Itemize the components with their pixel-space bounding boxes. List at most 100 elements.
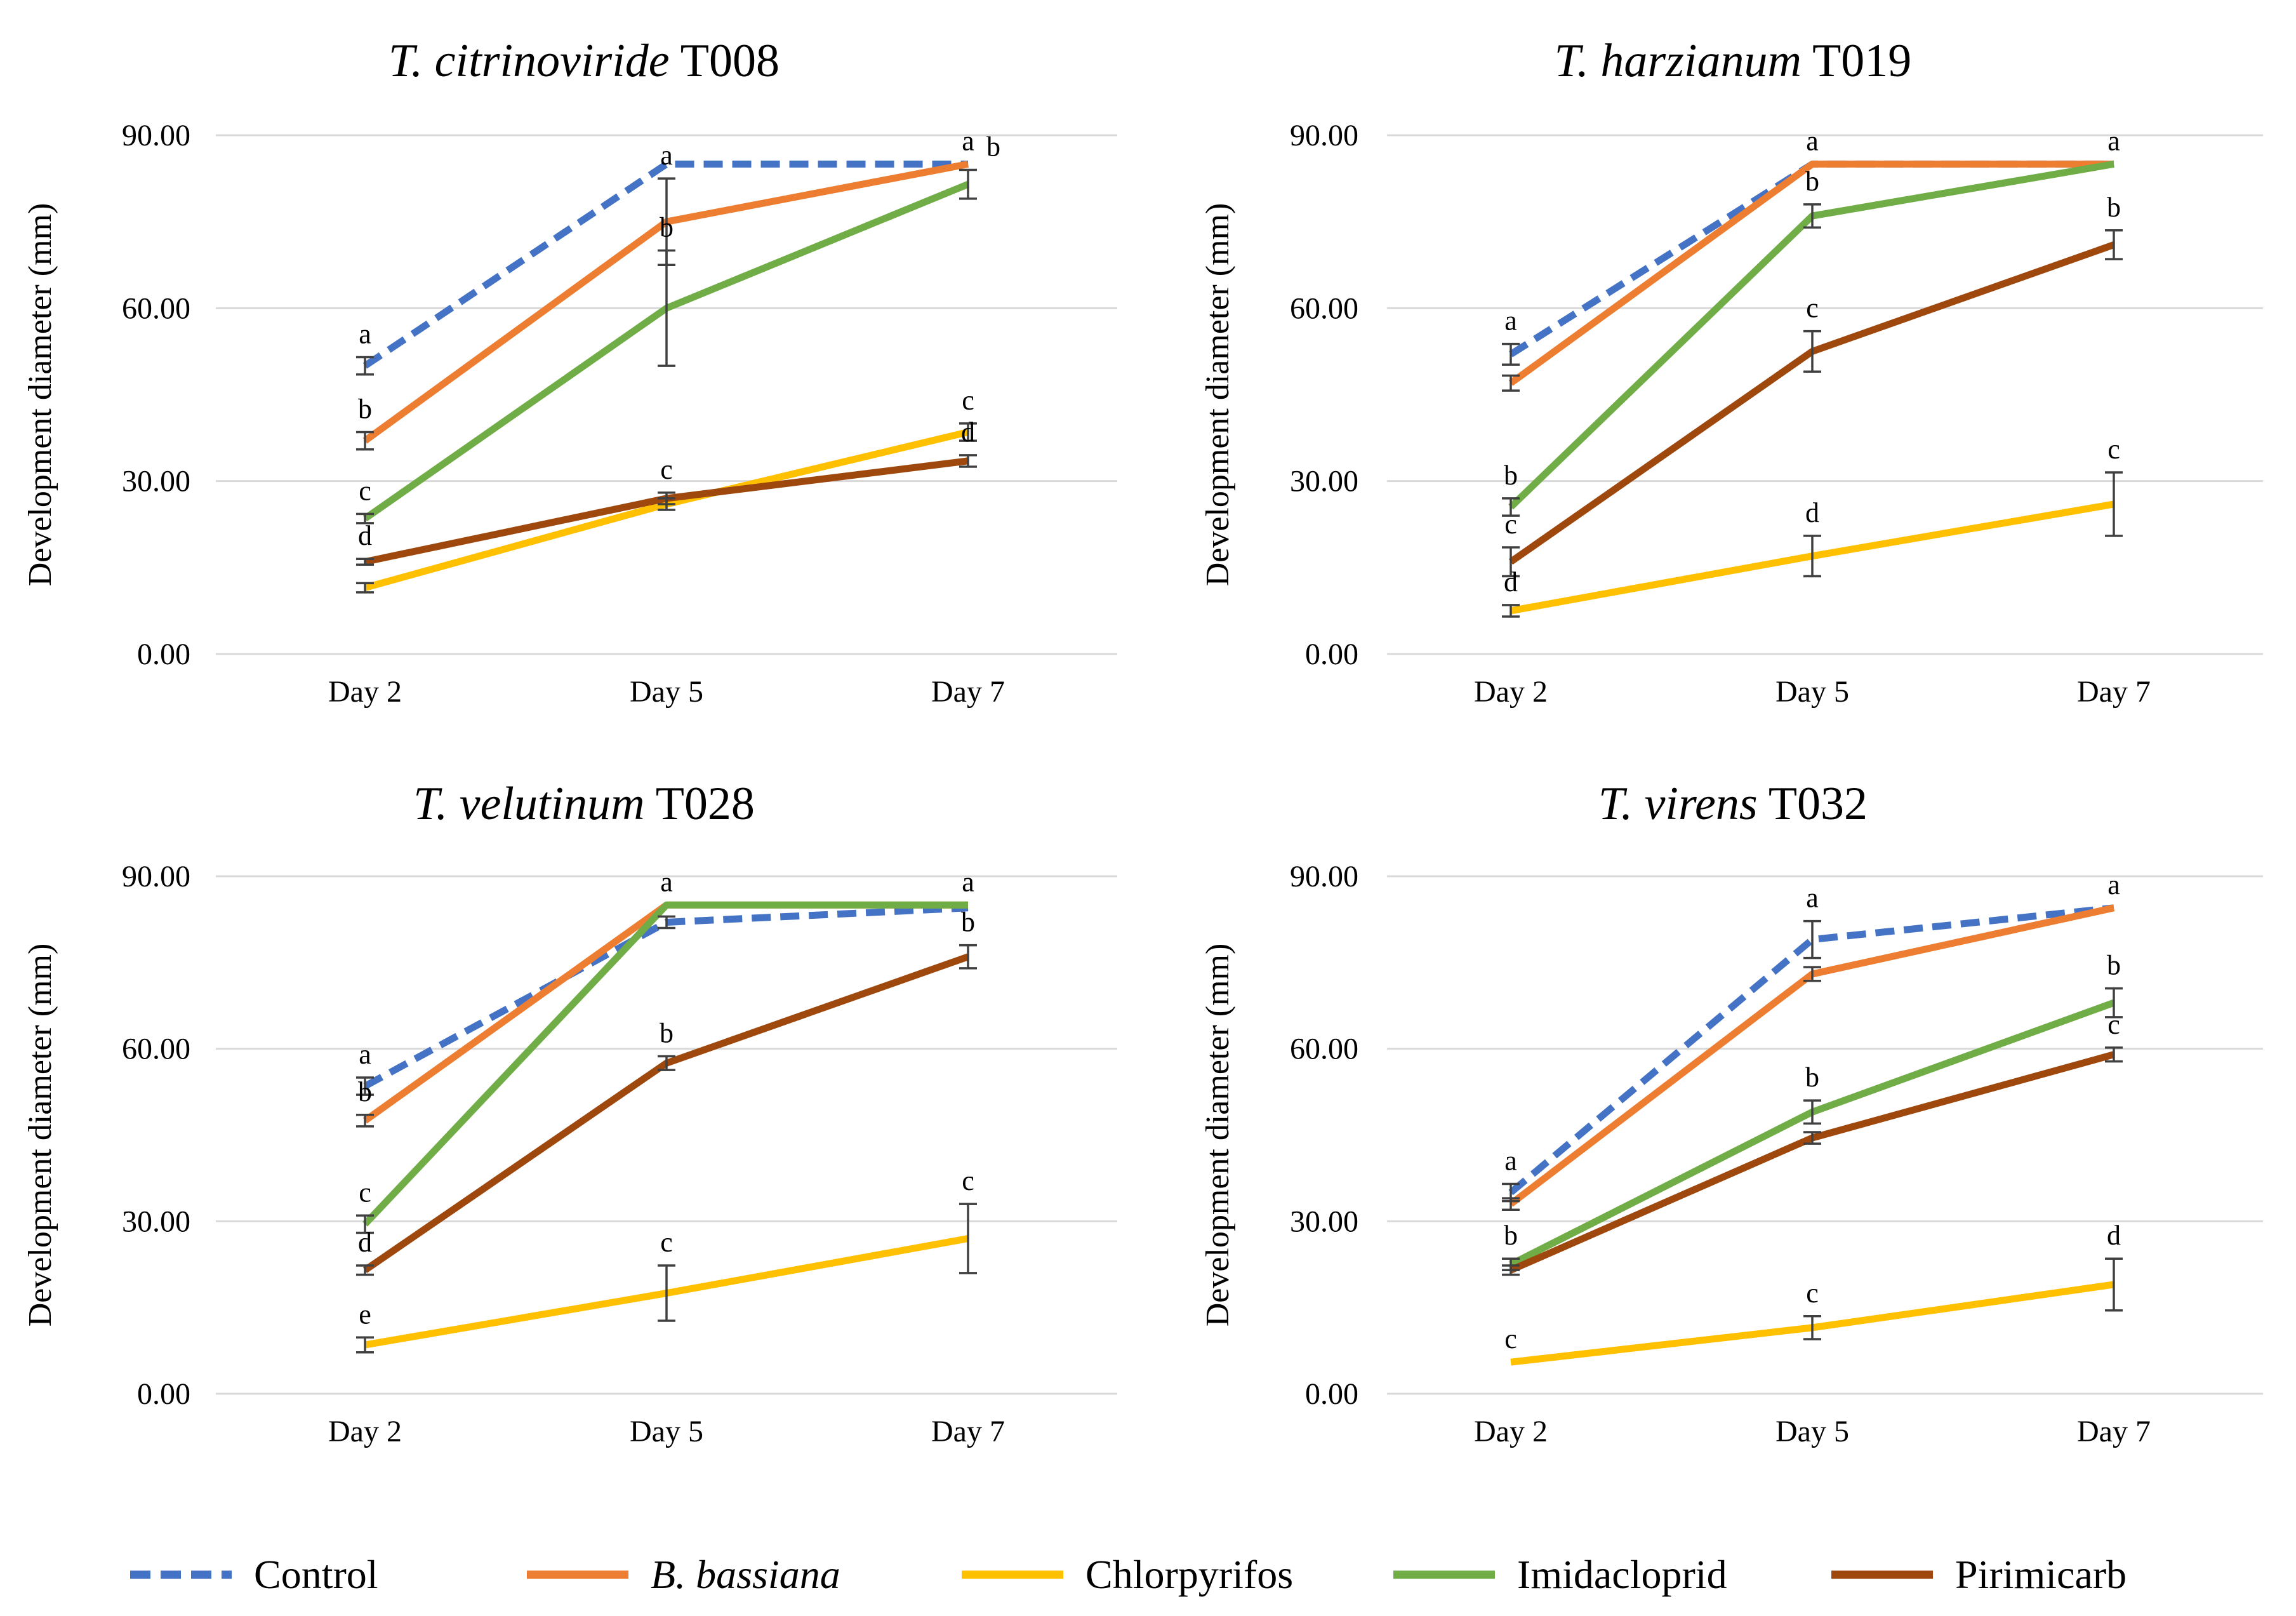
chart-title-strain: T028 (645, 778, 755, 830)
chart-title: T. velutinum T028 (413, 778, 755, 830)
error-bar-pirimicarb (658, 1055, 675, 1071)
x-tick-label: Day 5 (630, 1415, 703, 1448)
chart-title: T. harzianum T019 (1555, 35, 1912, 87)
legend-item-imidacloprid[interactable]: Imidacloprid (1390, 1543, 1727, 1606)
error-bar-imidacloprid (356, 512, 374, 524)
legend-item-chlorpyrifos[interactable]: Chlorpyrifos (959, 1543, 1293, 1606)
legend-label-control: Control (254, 1552, 378, 1597)
error-bar-pirimicarb (1502, 546, 1520, 578)
significance-letter-imidacloprid: b (1504, 1220, 1518, 1251)
chart-title: T. virens T032 (1598, 778, 1868, 830)
error-bar-control (1502, 342, 1520, 366)
error-bar-pirimicarb (356, 558, 374, 566)
y-tick-label: 60.00 (1290, 291, 1358, 325)
significance-letter-control: a (1806, 883, 1819, 914)
significance-letter-pirimicarb: b (2107, 192, 2121, 223)
error-bar-pirimicarb (959, 944, 977, 970)
significance-letter-imidacloprid: b (2107, 950, 2121, 981)
significance-letter-b-bassiana: a (2107, 869, 2120, 900)
legend-swatch-b-bassiana (527, 1570, 628, 1579)
x-tick-label: Day 2 (1474, 1415, 1548, 1448)
series-line-b-bassiana (362, 901, 968, 1124)
x-tick-label: Day 2 (328, 675, 402, 709)
significance-letter-control: a (962, 125, 974, 156)
error-bar-chlorpyrifos (959, 1203, 977, 1274)
series-line-imidacloprid (362, 901, 968, 1227)
significance-letter-b-bassiana: b (358, 1076, 372, 1107)
x-tick-label: Day 7 (931, 675, 1005, 709)
error-bar-pirimicarb (356, 1264, 374, 1276)
significance-letter-pirimicarb: b (660, 1017, 674, 1048)
significance-letter-imidacloprid: c (359, 1177, 371, 1208)
legend: Control B. bassiana Chlorpyrifos Imidacl… (127, 1543, 2222, 1606)
y-tick-label: 0.00 (1305, 1377, 1358, 1411)
chart-title-strain: T008 (670, 35, 780, 87)
error-bar-pirimicarb (1803, 1131, 1821, 1145)
error-bar-b-bassiana (1803, 966, 1821, 982)
chart-title-species: T. virens (1598, 778, 1758, 830)
chart-panel-4: T. virens T032 0.00 30.00 60.00 90.00 Develop… (1200, 778, 2263, 1448)
error-bar-chlorpyrifos (959, 422, 977, 442)
significance-letter-chlorpyrifos: c (1806, 1278, 1819, 1309)
significance-letter-control: a (2107, 125, 2120, 156)
x-tick-label: Day 7 (2077, 1415, 2151, 1448)
legend-swatch-pirimicarb (1831, 1570, 1933, 1579)
significance-letter-b-bassiana: b (358, 394, 372, 425)
legend-label-chlorpyrifos: Chlorpyrifos (1085, 1552, 1294, 1597)
error-bar-pirimicarb (1803, 330, 1821, 373)
y-axis-label: Development diameter (mm) (22, 203, 58, 587)
error-bar-chlorpyrifos (356, 582, 374, 594)
significance-letter-chlorpyrifos: c (962, 385, 974, 416)
error-bar-imidacloprid (2105, 987, 2123, 1018)
significance-letter-control: a (359, 1039, 371, 1070)
error-bar-pirimicarb (2105, 229, 2123, 260)
y-tick-label: 60.00 (1290, 1032, 1358, 1066)
x-tick-label: Day 7 (931, 1415, 1005, 1448)
error-bar-b-bassiana (1502, 374, 1520, 392)
y-tick-label: 0.00 (137, 638, 190, 671)
significance-letter-chlorpyrifos: c (962, 1165, 974, 1196)
error-bar-pirimicarb (1502, 1264, 1520, 1276)
significance-letter-imidacloprid: b (1504, 460, 1518, 491)
error-bar-imidacloprid (959, 168, 977, 200)
significance-letter-b-bassiana: a (962, 866, 974, 897)
error-bar-control (658, 915, 675, 930)
legend-label-b-bassiana: B. bassiana (651, 1552, 840, 1597)
error-bar-imidacloprid (658, 249, 675, 367)
chart-title-species: T. harzianum (1555, 35, 1802, 87)
y-tick-label: 30.00 (1290, 465, 1358, 498)
chart-panel-2: T. harzianum T019 0.00 30.00 60.00 90.00 Deve… (1200, 35, 2263, 709)
error-bar-b-bassiana (1502, 1197, 1520, 1211)
significance-letter-chlorpyrifos: c (2107, 434, 2120, 465)
error-bar-control (356, 356, 374, 376)
legend-swatch-chlorpyrifos (962, 1570, 1063, 1579)
legend-item-b-bassiana[interactable]: B. bassiana (524, 1543, 840, 1606)
legend-item-pirimicarb[interactable]: Pirimicarb (1828, 1543, 2127, 1606)
significance-letter-pirimicarb: d (358, 520, 372, 551)
y-tick-label: 90.00 (1290, 119, 1358, 152)
significance-letter-b-bassiana: a (660, 866, 673, 897)
error-bar-imidacloprid (1502, 497, 1520, 517)
significance-letter-control: a (1504, 1145, 1517, 1176)
significance-letter-pirimicarb: c (1806, 293, 1819, 324)
significance-letter-chlorpyrifos: c (660, 1227, 673, 1258)
error-bar-pirimicarb (658, 491, 675, 505)
significance-letter-pirimicarb: c (2107, 1009, 2120, 1040)
significance-letter-chlorpyrifos: e (359, 1299, 371, 1330)
y-tick-label: 90.00 (122, 119, 190, 152)
x-tick-label: Day 5 (630, 675, 703, 709)
chart-title-strain: T032 (1758, 778, 1868, 830)
legend-item-control[interactable]: Control (127, 1543, 378, 1606)
error-bar-control (356, 1076, 374, 1096)
y-tick-label: 0.00 (137, 1377, 190, 1411)
y-tick-label: 90.00 (1290, 860, 1358, 893)
error-bar-chlorpyrifos (1502, 604, 1520, 618)
chart-panel-3: T. velutinum T028 0.00 30.00 60.00 90.00 Deve… (22, 778, 1117, 1448)
x-tick-label: Day 7 (2077, 675, 2151, 709)
legend-swatch-control (130, 1570, 232, 1579)
legend-label-imidacloprid: Imidacloprid (1517, 1552, 1727, 1597)
error-bar-control (1803, 919, 1821, 959)
x-tick-label: Day 2 (328, 1415, 402, 1448)
error-bar-b-bassiana (356, 431, 374, 451)
